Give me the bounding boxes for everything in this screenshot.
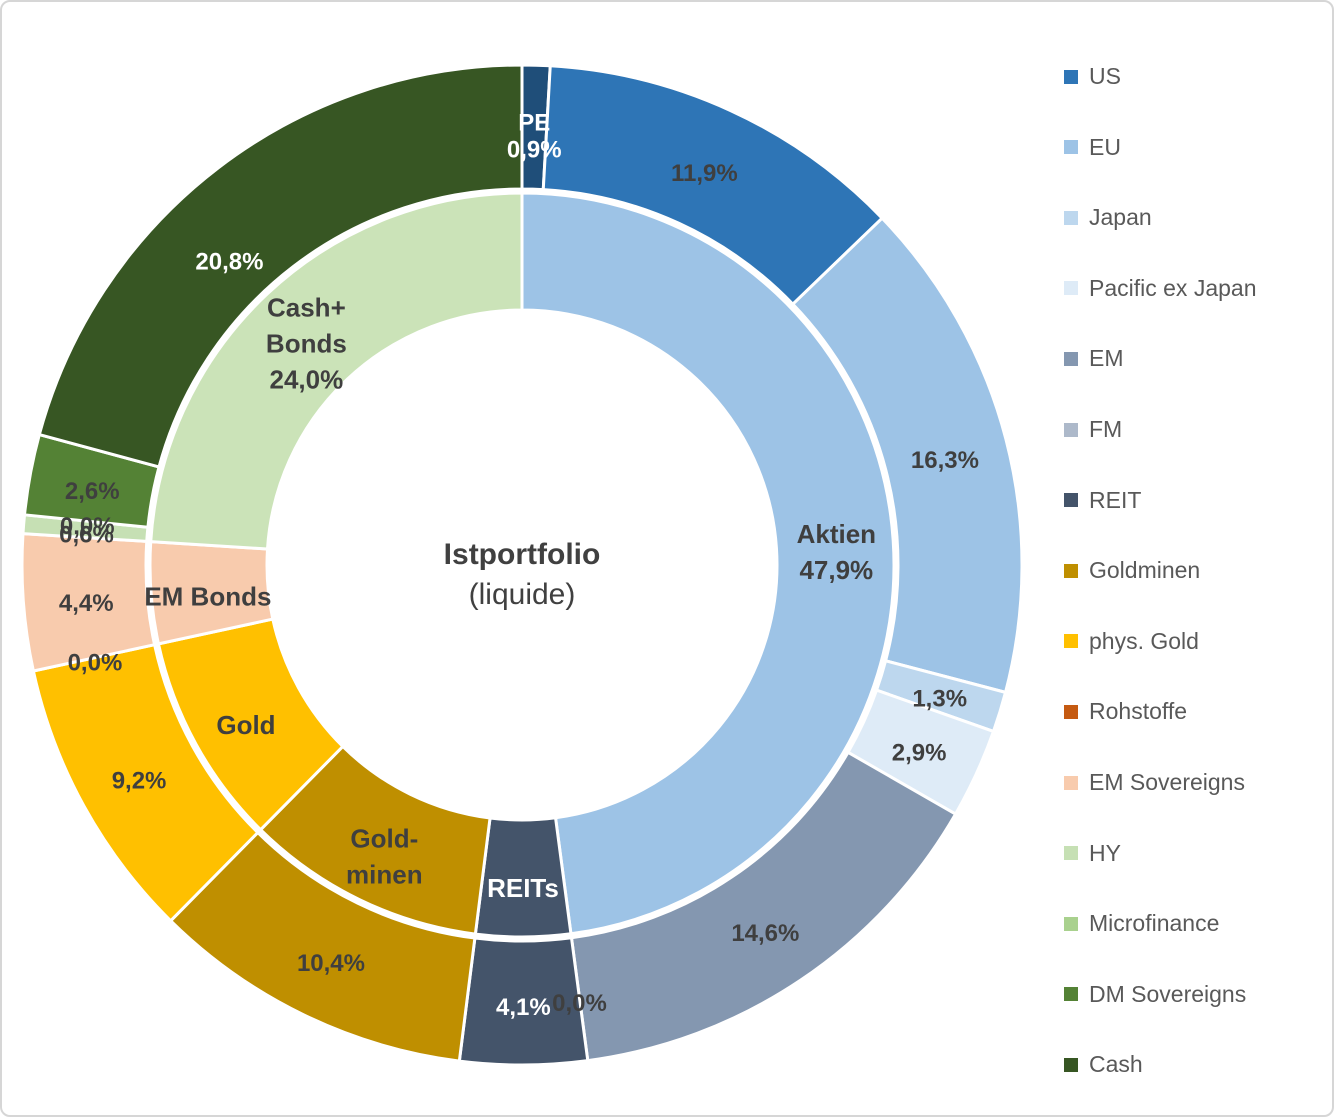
legend-label-em-sovereigns: EM Sovereigns xyxy=(1089,769,1245,795)
outer-label-microfinance: 0,0% xyxy=(60,513,115,540)
legend-item-pacific-ex-japan[interactable]: Pacific ex Japan xyxy=(1064,275,1256,302)
legend-swatch-cash xyxy=(1064,1057,1078,1072)
inner-label-reits: REITs xyxy=(487,873,559,903)
outer-label-em: 14,6% xyxy=(731,919,799,946)
legend-item-goldminen[interactable]: Goldminen xyxy=(1064,557,1200,584)
legend-swatch-hy xyxy=(1064,846,1078,861)
legend-swatch-microfinance xyxy=(1064,916,1078,931)
legend-label-phys-gold: phys. Gold xyxy=(1089,627,1199,654)
outer-label-japan: 1,3% xyxy=(912,685,967,712)
legend-item-reit[interactable]: REIT xyxy=(1064,487,1141,514)
legend-swatch-phys-gold xyxy=(1064,634,1078,649)
outer-label-reit: 4,1% xyxy=(496,993,551,1020)
inner-label-gold: Gold xyxy=(216,710,275,740)
inner-label-goldminen: Gold-minen xyxy=(346,823,423,889)
outer-label-goldminen: 10,4% xyxy=(297,950,365,977)
legend-label-rohstoffe: Rohstoffe xyxy=(1089,698,1188,725)
legend-label-cash: Cash xyxy=(1089,1051,1143,1078)
legend-item-us[interactable]: US xyxy=(1064,63,1121,90)
inner-segment-aktien[interactable] xyxy=(520,191,896,936)
chart-legend: US EU Japan Pacific ex Japan EM FM REIT Goldmin… xyxy=(1062,2,1332,1115)
legend-label-eu: EU xyxy=(1089,133,1121,160)
legend-label-reit: REIT xyxy=(1089,486,1142,513)
inner-segment-cash-bonds[interactable] xyxy=(149,191,524,551)
legend-item-em[interactable]: EM xyxy=(1064,345,1124,372)
legend-swatch-reit xyxy=(1064,493,1078,508)
legend-item-em-sovereigns[interactable]: EM Sovereigns xyxy=(1064,769,1245,796)
legend-item-microfinance[interactable]: Microfinance xyxy=(1064,910,1219,937)
legend-swatch-em xyxy=(1064,351,1078,366)
outer-label-em-sovereigns: 4,4% xyxy=(59,589,114,616)
legend-swatch-japan xyxy=(1064,210,1078,225)
legend-swatch-em-sovereigns xyxy=(1064,775,1078,790)
legend-label-pacific-ex-japan: Pacific ex Japan xyxy=(1089,274,1257,301)
legend-item-phys-gold[interactable]: phys. Gold xyxy=(1064,628,1199,655)
inner-label-em-bonds: EM Bonds xyxy=(144,582,271,612)
outer-label-us: 11,9% xyxy=(671,159,738,186)
legend-item-eu[interactable]: EU xyxy=(1064,134,1121,161)
legend-swatch-pacific-ex-japan xyxy=(1064,281,1078,296)
legend-swatch-rohstoffe xyxy=(1064,704,1078,719)
outer-label-phys-gold: 9,2% xyxy=(112,767,167,794)
outer-label-pe: PE 0,9% xyxy=(507,109,562,163)
legend-swatch-goldminen xyxy=(1064,563,1078,578)
legend-label-hy: HY xyxy=(1089,839,1121,866)
outer-label-eu: 16,3% xyxy=(911,446,979,473)
outer-label-pacific-ex-japan: 2,9% xyxy=(892,739,947,766)
legend-swatch-fm xyxy=(1064,422,1078,437)
legend-label-dm-sovereigns: DM Sovereigns xyxy=(1089,980,1247,1007)
legend-item-dm-sovereigns[interactable]: DM Sovereigns xyxy=(1064,981,1246,1008)
outer-label-fm: 0,0% xyxy=(552,990,607,1017)
legend-item-hy[interactable]: HY xyxy=(1064,840,1121,867)
legend-label-fm: FM xyxy=(1089,416,1123,442)
legend-item-cash[interactable]: Cash xyxy=(1064,1051,1143,1078)
inner-label-cash-bonds: Cash+ Bonds 24,0% xyxy=(266,292,347,394)
outer-label-dm-sovereigns: 2,6% xyxy=(65,477,120,504)
legend-label-goldminen: Goldminen xyxy=(1089,557,1201,584)
outer-label-cash: 20,8% xyxy=(195,248,263,275)
outer-segment-cash[interactable] xyxy=(37,63,524,469)
inner-label-aktien: Aktien 47,9% xyxy=(797,519,876,585)
outer-label-rohstoffe: 0,0% xyxy=(68,649,123,676)
legend-label-microfinance: Microfinance xyxy=(1089,910,1220,937)
legend-label-japan: Japan xyxy=(1089,204,1152,231)
outer-label-hy: 0,6% xyxy=(59,521,114,548)
legend-swatch-dm-sovereigns xyxy=(1064,987,1078,1002)
legend-swatch-eu xyxy=(1064,140,1078,155)
legend-item-japan[interactable]: Japan xyxy=(1064,204,1152,231)
legend-item-fm[interactable]: FM xyxy=(1064,416,1122,443)
legend-swatch-us xyxy=(1064,69,1078,84)
legend-item-rohstoffe[interactable]: Rohstoffe xyxy=(1064,698,1187,725)
legend-label-em: EM xyxy=(1089,345,1124,372)
legend-label-us: US xyxy=(1089,63,1121,89)
